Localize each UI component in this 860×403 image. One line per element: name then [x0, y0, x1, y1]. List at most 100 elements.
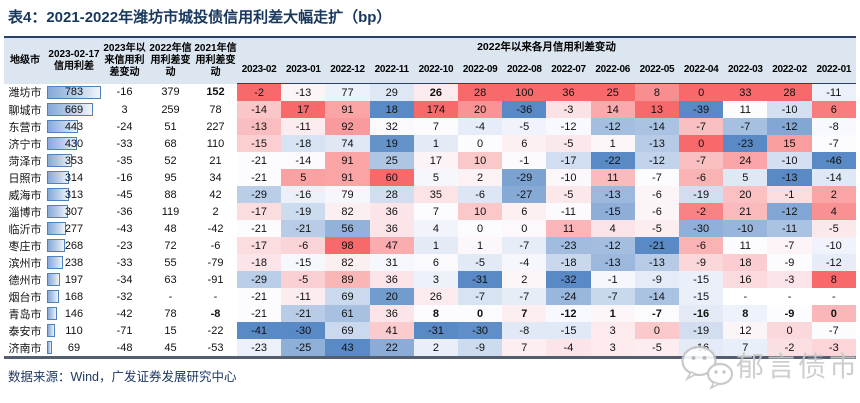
spread-change-cell: -3 — [767, 271, 812, 288]
spread-change-cell: -7 — [811, 322, 856, 339]
spread-change-cell: 0 — [679, 83, 724, 101]
spread-change-cell: -2 — [767, 339, 812, 358]
chg-2021-cell: -6 — [210, 239, 221, 252]
spread-change-cell: 69 — [325, 322, 370, 339]
spread-change-cell: 79 — [325, 186, 370, 203]
spread-change-cell: 61 — [325, 305, 370, 322]
table-row: 青岛市 146 -42 78 -8 -21 -21 61 36 8 0 7 -12 1 -7 -16 8 -9 0 — [4, 305, 856, 322]
spread-change-cell: 98 — [325, 237, 370, 254]
spread-change-cell: -7 — [502, 237, 547, 254]
spread-change-cell: -18 — [281, 135, 326, 152]
spread-change-cell: 11 — [723, 101, 768, 118]
spread-bar-cell: 69 — [46, 339, 102, 358]
spread-change-cell: -21 — [237, 169, 282, 186]
chg-2022-header: 2022年信用利差变动 — [147, 37, 194, 84]
spread-change-cell: -21 — [281, 220, 326, 237]
chg-2023-cell: -42 — [116, 307, 133, 320]
spread-change-cell: 20 — [723, 186, 768, 203]
chg-2021-cell: -42 — [207, 222, 224, 235]
spread-change-cell: 26 — [413, 83, 459, 101]
spread-change-cell: -14 — [634, 288, 680, 305]
spread-change-cell: -29 — [237, 186, 282, 203]
chg-2021-cell: 110 — [206, 137, 225, 150]
chg-2023-cell: -43 — [116, 222, 133, 235]
spread-change-cell: 77 — [325, 83, 370, 101]
chg-2021-cell: -8 — [210, 307, 221, 320]
spread-change-cell: -21 — [281, 305, 326, 322]
city-cell: 潍坊市 — [8, 87, 42, 100]
spread-change-cell: -10 — [546, 169, 591, 186]
chg-2021-cell: -22 — [207, 324, 224, 337]
spread-change-cell: 41 — [369, 322, 414, 339]
spread-change-cell: 5 — [723, 169, 768, 186]
spread-change-cell: 0 — [679, 135, 724, 152]
data-bar — [47, 171, 69, 184]
spread-change-cell: -29 — [502, 169, 547, 186]
spread-change-cell: -21 — [237, 305, 282, 322]
spread-change-cell: -4 — [458, 118, 503, 135]
spread-change-cell: 10 — [458, 152, 503, 169]
spread-change-cell: -7 — [502, 288, 547, 305]
chg-2023-cell: -23 — [116, 239, 133, 252]
data-bar — [47, 256, 64, 269]
spread-bar-cell: 146 — [46, 305, 102, 322]
spread-change-cell: -11 — [767, 220, 812, 237]
spread-change-cell: -7 — [634, 305, 680, 322]
spread-change-cell: -13 — [281, 83, 326, 101]
spread-change-cell: -5 — [634, 339, 680, 358]
spread-change-cell: 20 — [458, 101, 503, 118]
spread-change-cell: - — [831, 290, 836, 303]
chg-2021-cell: -79 — [207, 256, 224, 269]
chg-2021-cell: -91 — [207, 273, 224, 286]
spread-change-cell: -1 — [767, 186, 812, 203]
spread-change-cell: -14 — [281, 152, 326, 169]
spread-change-cell: 74 — [325, 135, 370, 152]
spread-change-cell: 1 — [590, 305, 635, 322]
spread-change-cell: 19 — [369, 135, 414, 152]
spread-change-cell: -21 — [237, 288, 282, 305]
month-header: 2022-07 — [546, 57, 591, 84]
chg-2022-cell: 52 — [164, 154, 177, 167]
spread-change-cell: 28 — [369, 186, 414, 203]
spread-change-cell: 12 — [723, 322, 768, 339]
chg-2021-cell: 2 — [212, 205, 219, 218]
spread-change-cell: 7 — [502, 305, 547, 322]
chg-2022-cell: 51 — [164, 120, 177, 133]
chg-2022-cell: 55 — [164, 256, 177, 269]
spread-change-cell: -13 — [590, 254, 635, 271]
spread-change-cell: -11 — [546, 203, 591, 220]
spread-change-cell: -9 — [767, 305, 812, 322]
spread-change-cell: 69 — [325, 288, 370, 305]
spread-bar-cell: 430 — [46, 135, 102, 152]
spread-change-cell: 11 — [546, 220, 591, 237]
spread-bar-cell: 168 — [46, 288, 102, 305]
spread-change-cell: -21 — [237, 152, 282, 169]
spread-header: 2023-02-17 信用利差 — [46, 37, 102, 84]
spread-change-cell: -36 — [502, 101, 547, 118]
spread-bar-cell: 443 — [46, 118, 102, 135]
spread-bar-cell: 277 — [46, 220, 102, 237]
spread-change-cell: -32 — [546, 271, 591, 288]
chg-2022-cell: 68 — [164, 137, 177, 150]
city-cell: 滨州市 — [8, 257, 42, 270]
table-row: 东营市 443 -24 51 227 -13 -11 92 32 7 -4 -5 -12 -12 -14 -7… — [4, 118, 856, 135]
spread-change-cell: -6 — [679, 169, 724, 186]
spread-change-cell: -5 — [546, 135, 591, 152]
spread-change-cell: 15 — [767, 135, 812, 152]
spread-change-cell: 82 — [325, 254, 370, 271]
spread-change-cell: 10 — [458, 203, 503, 220]
chg-2021-cell: 78 — [209, 103, 222, 116]
city-cell: 菏泽市 — [8, 155, 42, 168]
table-row: 烟台市 168 -32- - -21 -11 69 20 26 -7 -7 -24 -7 -14 -15- -… — [4, 288, 856, 305]
spread-change-cell: 28 — [458, 83, 503, 101]
spread-change-cell: -15 — [679, 288, 724, 305]
data-bar — [47, 239, 66, 252]
spread-change-cell: -21 — [634, 237, 680, 254]
chg-2021-cell: 42 — [209, 188, 222, 201]
spread-change-cell: 36 — [546, 83, 591, 101]
spread-change-cell: 35 — [413, 186, 459, 203]
spread-change-cell: -17 — [237, 237, 282, 254]
data-source: 数据来源：Wind，广发证券发展研究中心 — [8, 370, 237, 384]
spread-change-cell: -15 — [237, 135, 282, 152]
spread-change-cell: 25 — [369, 152, 414, 169]
